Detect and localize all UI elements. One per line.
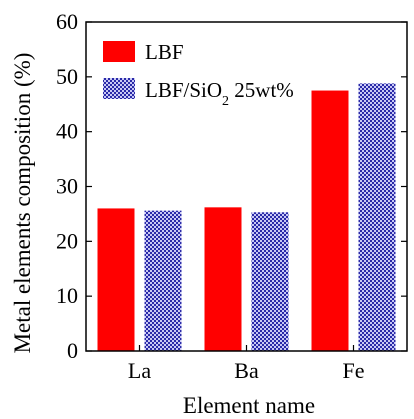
y-tick-label: 0 [67, 338, 78, 363]
bar-la-series-1 [97, 208, 135, 351]
legend-label-lbf: LBF [145, 40, 184, 64]
y-tick-label: 60 [56, 9, 78, 34]
x-tick-label: La [128, 358, 151, 383]
y-tick-label: 20 [56, 228, 78, 253]
x-ticks-group: La Ba Fe [128, 345, 365, 383]
bar-fe-series-1 [311, 90, 349, 352]
x-axis-title: Element name [183, 393, 315, 418]
bar-fe-series-2 [358, 83, 396, 351]
y-ticks-group: 0 10 20 30 40 50 60 [56, 9, 407, 363]
bar-ba-series-2 [251, 212, 289, 351]
bars-group [97, 83, 396, 352]
legend-label-lbf-sio2: LBF/SiO2 25wt% [145, 78, 294, 109]
x-tick-label: Fe [343, 358, 365, 383]
y-axis-title: Metal elements composition (%) [10, 53, 35, 354]
legend-swatch-lbf-sio2 [103, 78, 135, 99]
legend-swatch-lbf [103, 41, 135, 62]
y-tick-label: 10 [56, 283, 78, 308]
x-tick-label: Ba [234, 358, 259, 383]
legend: LBF LBF/SiO2 25wt% [103, 40, 294, 109]
y-tick-label: 30 [56, 174, 78, 199]
y-tick-label: 40 [56, 119, 78, 144]
y-tick-label: 50 [56, 64, 78, 89]
bar-ba-series-1 [204, 207, 242, 351]
bar-la-series-2 [144, 210, 182, 351]
